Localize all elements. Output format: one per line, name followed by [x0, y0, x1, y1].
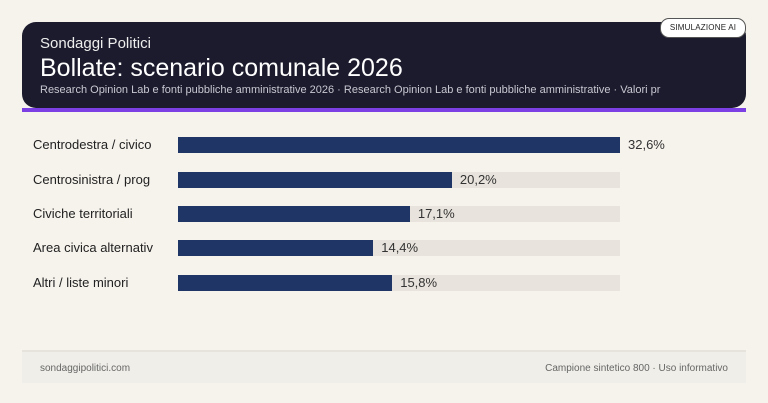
simulation-badge: SIMULAZIONE AI [660, 18, 746, 38]
kicker: Sondaggi Politici [40, 35, 151, 52]
bar-track [178, 240, 620, 256]
page-title: Bollate: scenario comunale 2026 [40, 54, 403, 82]
value-label: 17,1% [417, 206, 455, 221]
bar-row: Centrosinistra / prog 20,2% [0, 170, 768, 190]
bar [178, 275, 393, 291]
bar [178, 137, 620, 153]
category-label: Area civica alternativ [33, 240, 153, 255]
subtitle: Research Opinion Lab e fonti pubbliche a… [40, 84, 661, 96]
bar [178, 206, 410, 222]
category-label: Altri / liste minori [33, 275, 129, 290]
value-label: 14,4% [381, 240, 419, 255]
bar [178, 172, 452, 188]
header: Sondaggi Politici Bollate: scenario comu… [22, 22, 746, 108]
footer: sondaggipolitici.com Campione sintetico … [22, 350, 746, 383]
bar-row: Altri / liste minori 15,8% [0, 273, 768, 293]
footer-site: sondaggipolitici.com [40, 363, 131, 374]
value-label: 32,6% [628, 137, 665, 152]
bar-row: Civiche territoriali 17,1% [0, 204, 768, 224]
category-label: Centrodestra / civico [33, 137, 152, 152]
bar-track [178, 275, 620, 291]
bar-track [178, 172, 620, 188]
footer-note: Campione sintetico 800 · Uso informativo [545, 363, 728, 374]
value-label: 15,8% [400, 275, 438, 290]
bar-row: Centrodestra / civico 32,6% [0, 135, 768, 155]
bar-track [178, 206, 620, 222]
bar [178, 240, 374, 256]
category-label: Civiche territoriali [33, 206, 133, 221]
bar-track [178, 137, 620, 153]
category-label: Centrosinistra / prog [33, 172, 151, 187]
accent-divider [22, 108, 746, 112]
value-label: 20,2% [459, 172, 497, 187]
bar-row: Area civica alternativ 14,4% [0, 238, 768, 258]
